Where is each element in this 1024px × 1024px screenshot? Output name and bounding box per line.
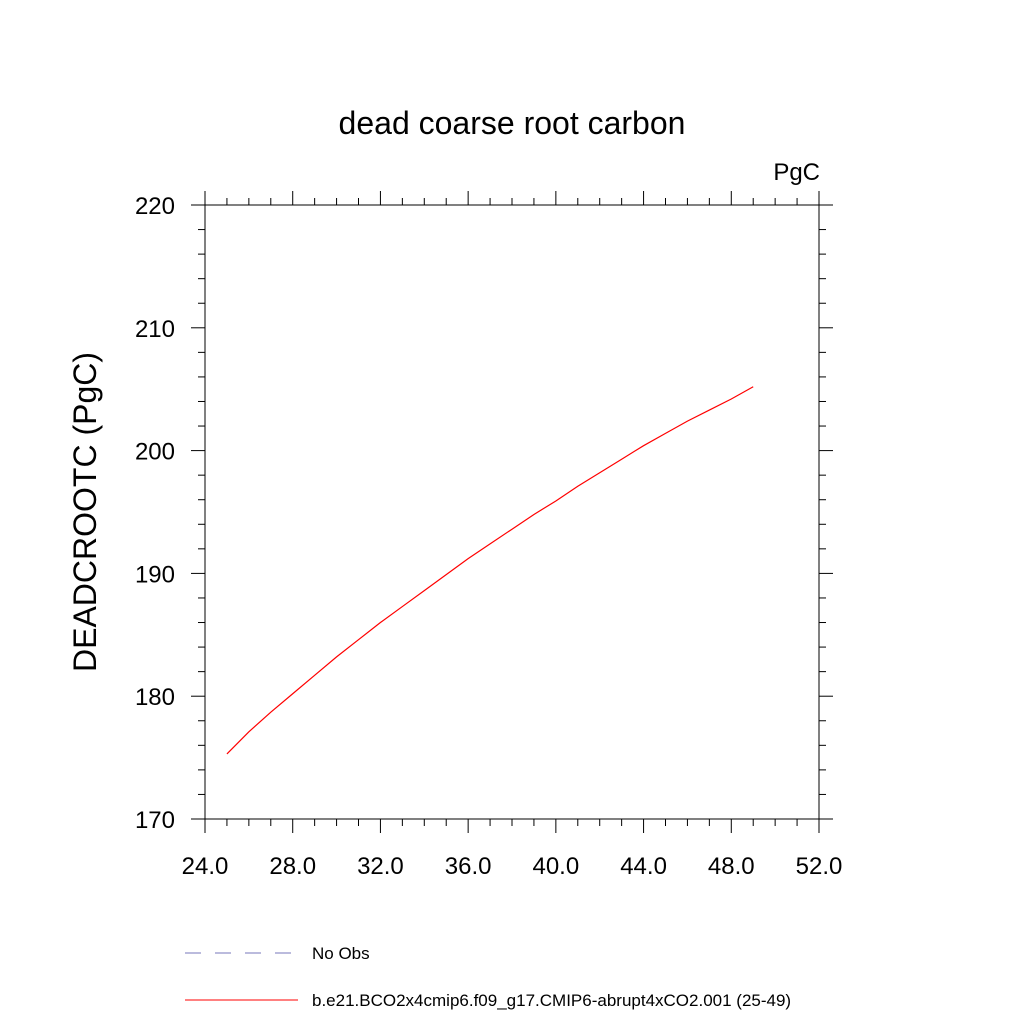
plot-frame [204,204,820,820]
y-tick-label: 170 [135,807,175,834]
y-tick-label: 190 [135,561,175,588]
series-lines [226,386,754,755]
x-tick-label: 48.0 [708,853,755,880]
series-line [226,386,754,755]
axis-ticks: 24.0 28.0 32.0 36.0 40.0 44.0 48.0 52.0 170 180 19… [135,191,842,880]
chart-title: dead coarse root carbon [339,105,686,141]
x-tick-label: 24.0 [182,853,229,880]
x-tick-label: 32.0 [357,853,404,880]
y-tick-label: 210 [135,316,175,343]
y-tick-label: 220 [135,193,175,220]
units-label: PgC [773,159,820,186]
legend-label: No Obs [312,944,370,963]
legend: No Obs b.e21.BCO2x4cmip6.f09_g17.CMIP6-ab… [185,944,791,1010]
legend-label: b.e21.BCO2x4cmip6.f09_g17.CMIP6-abrupt4x… [312,991,791,1010]
x-tick-label: 36.0 [445,853,492,880]
x-tick-label: 28.0 [269,853,316,880]
y-axis-title: DEADCROOTC (PgC) [67,352,103,672]
x-tick-label: 44.0 [620,853,667,880]
y-tick-label: 200 [135,439,175,466]
x-tick-label: 52.0 [796,853,843,880]
y-tick-label: 180 [135,684,175,711]
x-tick-label: 40.0 [532,853,579,880]
